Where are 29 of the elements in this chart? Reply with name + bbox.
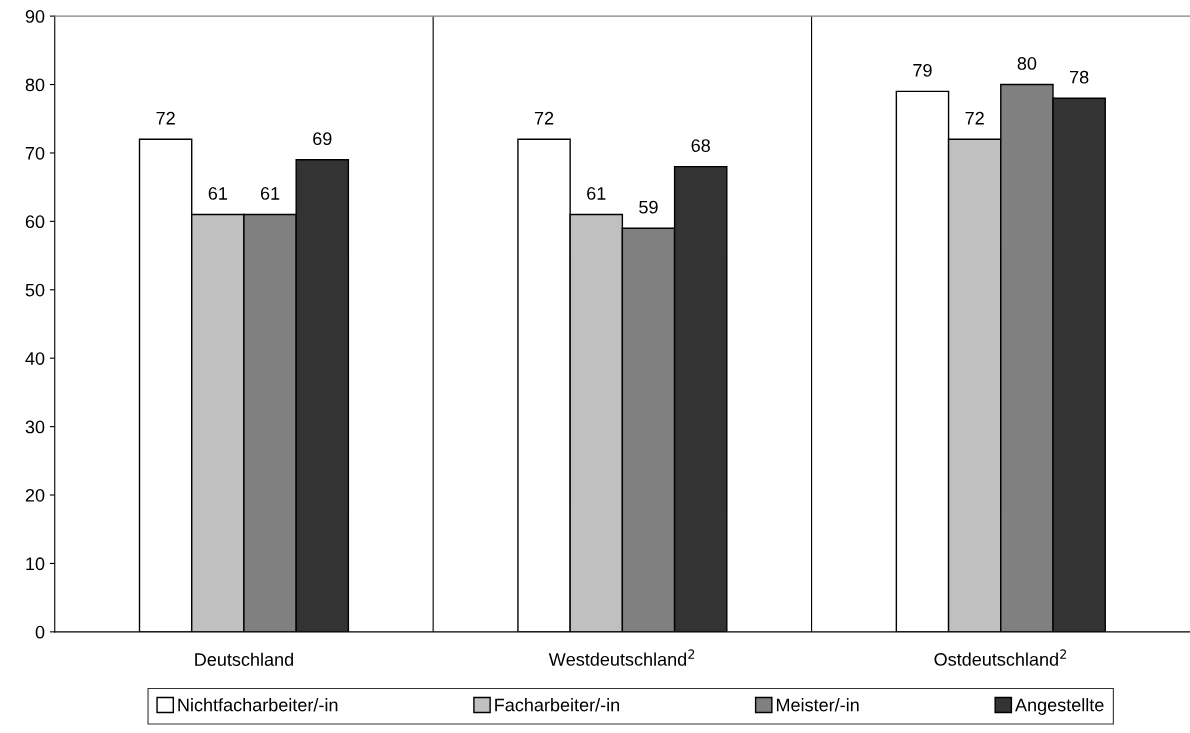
data-label: 68 (691, 139, 710, 152)
data-label: 80 (1017, 57, 1037, 70)
x-tick-label: Deutschland (195, 652, 293, 666)
y-tick-label: 0 (35, 625, 45, 639)
data-label: 69 (313, 132, 332, 146)
x-tick-label: Westdeutschland$^{2}$ (548, 649, 695, 666)
data-label: 72 (965, 111, 984, 125)
data-label: 59 (639, 200, 658, 214)
y-tick-label: 40 (25, 352, 45, 365)
data-label: 72 (534, 111, 554, 125)
data-label: 61 (587, 187, 606, 200)
legend-label: Nichtfacharbeiter/-in (178, 698, 338, 712)
data-label: 72 (156, 111, 175, 125)
data-label: 79 (913, 63, 932, 77)
y-tick-label: 90 (25, 10, 45, 23)
y-tick-label: 30 (25, 420, 45, 434)
legend-label: Meister/-in (776, 698, 859, 712)
y-tick-label: 80 (25, 78, 45, 92)
legend-label: Angestellte (1015, 698, 1104, 715)
y-tick-label: 60 (25, 215, 45, 229)
y-tick-label: 70 (25, 146, 45, 160)
data-label: 61 (260, 187, 280, 200)
data-label: 78 (1070, 70, 1089, 84)
y-tick-label: 20 (25, 488, 45, 502)
y-tick-label: 50 (25, 283, 45, 297)
x-tick-label: Ostdeutschland$^{2}$ (934, 649, 1067, 666)
y-tick-label: 10 (26, 557, 45, 571)
legend-label: Facharbeiter/-in (495, 698, 620, 712)
data-label: 61 (208, 187, 227, 200)
